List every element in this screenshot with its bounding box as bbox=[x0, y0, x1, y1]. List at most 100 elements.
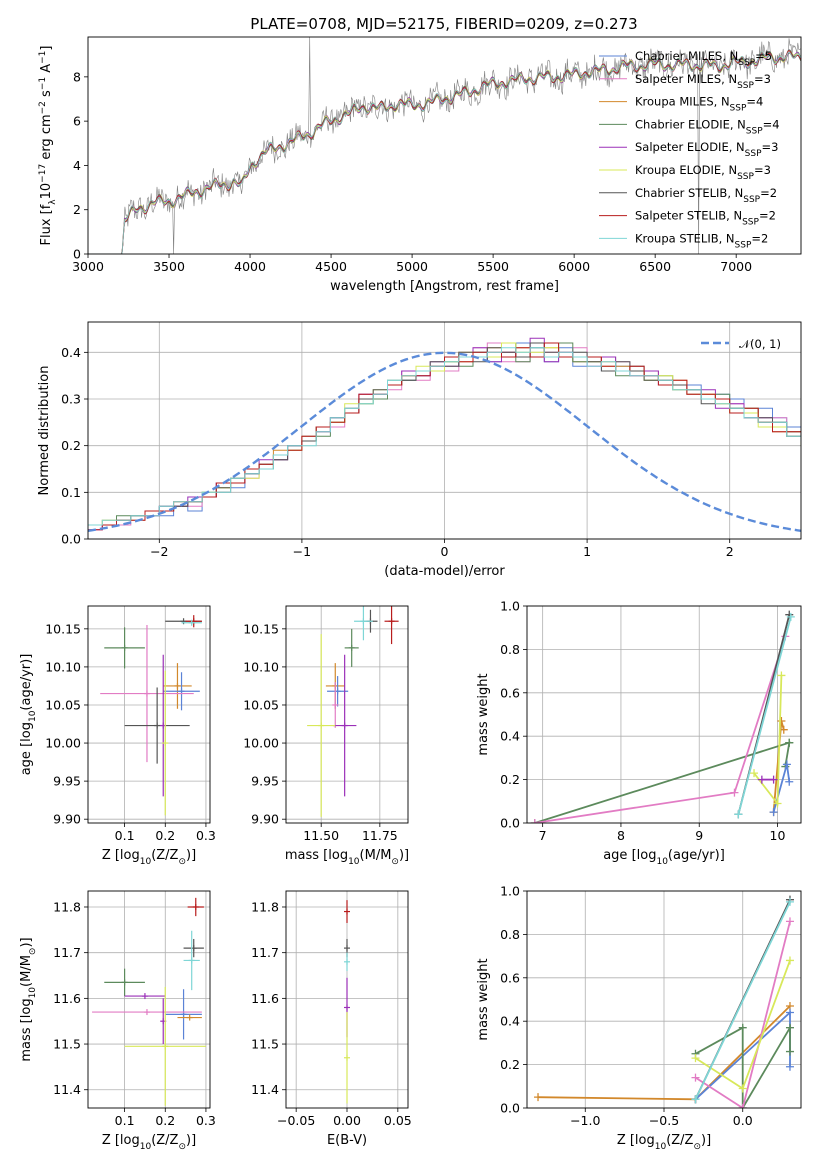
legend-label: Kroupa STELIB, NSSP=2 bbox=[635, 231, 768, 250]
x-axis-label: E(B-V) bbox=[327, 1133, 367, 1148]
weight-point-marker bbox=[691, 1054, 700, 1063]
x-tick-label: −0.5 bbox=[649, 1113, 679, 1128]
errorbar-point bbox=[332, 682, 339, 728]
normal-curve bbox=[88, 351, 801, 532]
y-axis-label: Normed distribution bbox=[37, 366, 52, 496]
errorbar-point bbox=[344, 952, 350, 971]
weight-point-marker bbox=[734, 810, 743, 819]
errorbar-point bbox=[104, 627, 145, 669]
weight-point-marker bbox=[785, 1062, 794, 1071]
weight-point-marker bbox=[691, 1095, 700, 1104]
x-tick-label: 1 bbox=[583, 544, 591, 559]
histogram-step bbox=[88, 347, 801, 526]
y-tick-label: 9.95 bbox=[53, 774, 81, 789]
x-tick-label: 7000 bbox=[720, 259, 752, 274]
errorbar-point bbox=[354, 606, 373, 641]
axes-frame bbox=[87, 36, 802, 255]
weight-point-marker bbox=[757, 775, 766, 784]
x-tick-label: −0.05 bbox=[277, 1113, 315, 1128]
axes-frame bbox=[87, 321, 802, 540]
y-tick-label: 9.90 bbox=[53, 812, 81, 827]
errorbar-point bbox=[183, 930, 200, 991]
errorbar-point bbox=[185, 615, 202, 628]
weight-series-line bbox=[534, 741, 791, 823]
y-tick-label: 0.4 bbox=[500, 729, 520, 744]
axis-ticks: −0.05 0.00 0.05 11.4 11.5 11.6 11.7 11.8 bbox=[251, 899, 412, 1128]
x-tick-label: 0.3 bbox=[196, 828, 216, 843]
y-tick-label: 0.2 bbox=[61, 438, 81, 453]
y-tick-label: 11.7 bbox=[251, 945, 279, 960]
weight-series-line bbox=[695, 1024, 791, 1108]
y-tick-label: 10.05 bbox=[243, 697, 279, 712]
y-tick-label: 0.2 bbox=[500, 1057, 520, 1072]
y-tick-label: 4 bbox=[73, 158, 81, 173]
y-tick-label: 11.8 bbox=[53, 899, 81, 914]
legend-label: Chabrier ELODIE, NSSP=4 bbox=[635, 117, 780, 136]
x-tick-label: 10 bbox=[770, 828, 786, 843]
y-tick-label: 11.6 bbox=[251, 991, 279, 1006]
y-tick-label: 11.6 bbox=[53, 991, 81, 1006]
weight-point-marker bbox=[785, 738, 794, 747]
x-tick-label: −1.0 bbox=[570, 1113, 600, 1128]
weight-point-marker bbox=[785, 1023, 794, 1032]
x-tick-label: 0.2 bbox=[155, 1113, 175, 1128]
grid-lines bbox=[286, 606, 408, 823]
errorbar-point bbox=[104, 968, 145, 997]
x-tick-label: 0.0 bbox=[733, 1113, 753, 1128]
plot-area bbox=[92, 897, 206, 1106]
y-tick-label: 1.0 bbox=[500, 884, 520, 899]
errorbar-point bbox=[124, 993, 166, 1000]
model-spectrum-line bbox=[88, 51, 801, 254]
x-axis-label: Z [log10(Z/Z⊙)] bbox=[102, 848, 196, 867]
weight-point-marker bbox=[730, 788, 739, 797]
x-tick-label: 5500 bbox=[477, 259, 509, 274]
y-tick-label: 11.7 bbox=[53, 945, 81, 960]
legend-label: Kroupa MILES, NSSP=4 bbox=[635, 95, 763, 114]
weight-series-line bbox=[695, 921, 791, 1108]
y-tick-label: 10.15 bbox=[243, 621, 279, 636]
weight-point-marker bbox=[738, 1104, 747, 1108]
errorbar-point bbox=[332, 654, 357, 797]
weight-point-marker bbox=[785, 777, 794, 786]
x-axis-label: mass [log10(M/M⊙)] bbox=[285, 848, 409, 867]
y-tick-label: 9.95 bbox=[251, 774, 279, 789]
y-tick-label: 10.10 bbox=[243, 659, 279, 674]
x-tick-label: 11.50 bbox=[303, 828, 339, 843]
weight-point-marker bbox=[779, 725, 788, 734]
axis-ticks: −1.0 −0.5 0.0 0.0 0.2 0.4 0.6 0.8 1.0 bbox=[500, 884, 753, 1129]
x-tick-label: 3000 bbox=[72, 259, 104, 274]
x-axis-label: Z [log10(Z/Z⊙)] bbox=[617, 1133, 711, 1152]
spectrum-legend: Chabrier MILES, NSSP=5 Salpeter MILES, NS… bbox=[599, 49, 780, 250]
errorbar-point bbox=[183, 938, 204, 958]
axis-ticks: 3000 3500 4000 4500 5000 5500 6000 6500 7000 0 2 4 6… bbox=[72, 69, 752, 274]
weight-series-line bbox=[737, 616, 792, 815]
y-axis-label: mass [log10(M/M⊙)] bbox=[19, 937, 38, 1061]
errorbar-point bbox=[187, 897, 204, 917]
plot-area bbox=[530, 610, 795, 823]
y-tick-label: 10.00 bbox=[45, 736, 81, 751]
y-tick-label: 0.0 bbox=[500, 1101, 520, 1116]
y-tick-label: 10.15 bbox=[45, 621, 81, 636]
weight-point-marker bbox=[777, 717, 786, 726]
weight-point-marker bbox=[691, 1073, 700, 1082]
weight-point-marker bbox=[777, 671, 786, 680]
y-axis-label: mass weight bbox=[476, 958, 491, 1040]
errorbar-point bbox=[177, 1014, 202, 1021]
x-tick-label: 8 bbox=[617, 828, 625, 843]
axis-ticks: 0.1 0.2 0.3 11.4 11.5 11.6 11.7 11.8 bbox=[53, 899, 216, 1128]
weight-point-marker bbox=[769, 808, 778, 817]
errorbar-point bbox=[124, 687, 190, 764]
plot-area bbox=[307, 606, 399, 817]
y-tick-label: 0.2 bbox=[500, 772, 520, 787]
x-tick-label: 3500 bbox=[153, 259, 185, 274]
x-tick-label: −2 bbox=[150, 544, 168, 559]
panel-age-vs-mass: 11.50 11.75 9.90 9.95 10.00 10.05 10.10 10.15 ma… bbox=[243, 605, 409, 867]
weight-point-marker bbox=[530, 819, 539, 823]
axes-frame bbox=[87, 890, 211, 1109]
axes-frame bbox=[526, 890, 802, 1109]
y-tick-label: 0.6 bbox=[500, 685, 520, 700]
errorbar-point bbox=[124, 986, 206, 1106]
weight-point-marker bbox=[769, 775, 778, 784]
x-axis-label: (data-model)/error bbox=[384, 564, 505, 579]
errorbar-point bbox=[344, 1012, 350, 1104]
